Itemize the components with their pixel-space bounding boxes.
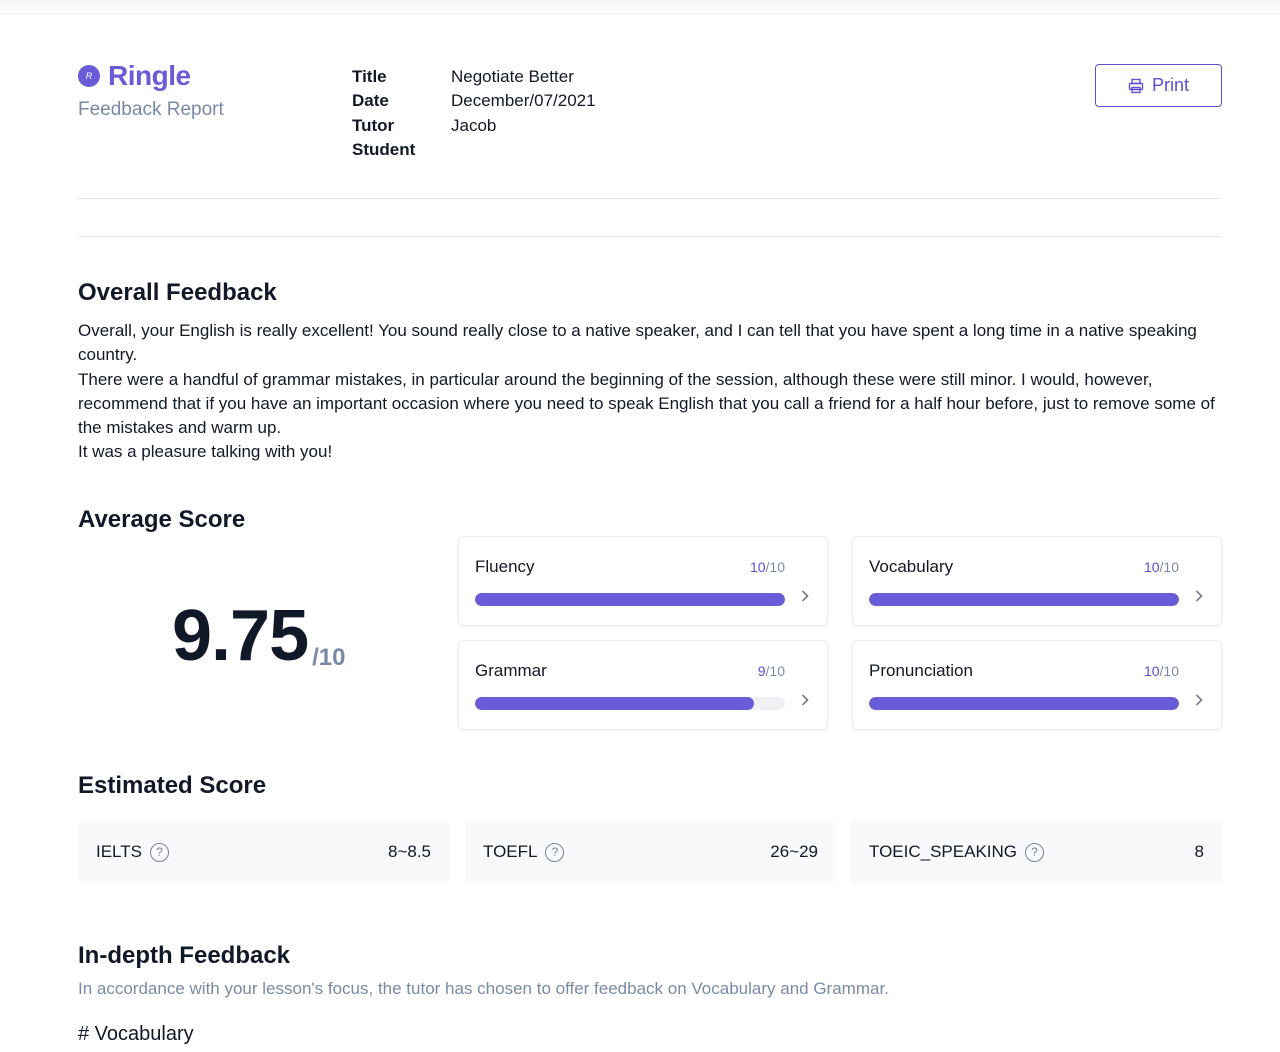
estimated-score-label: TOEIC_SPEAKING xyxy=(869,842,1018,861)
score-card-fluency[interactable]: Fluency 10/10 xyxy=(458,536,828,626)
meta-key: Date xyxy=(352,91,389,111)
estimated-score-title: Estimated Score xyxy=(78,772,267,799)
chevron-right-icon xyxy=(801,589,809,608)
indepth-feedback-subtitle: In accordance with your lesson's focus, … xyxy=(78,979,889,998)
printer-icon xyxy=(1128,78,1144,94)
ringle-logo: R Ringle xyxy=(78,60,191,92)
score-progress-fill xyxy=(869,697,1179,710)
meta-row-student: Student xyxy=(352,139,596,163)
average-score-value: 9.75 xyxy=(172,596,309,676)
lesson-meta: Title Negotiate Better Date December/07/… xyxy=(352,66,596,163)
meta-value: December/07/2021 xyxy=(451,91,596,111)
score-card-score: 10/10 xyxy=(1143,663,1179,679)
estimated-score-label: TOEFL xyxy=(483,842,538,861)
score-progress-track xyxy=(869,697,1179,710)
estimated-score-label: IELTS xyxy=(96,842,142,861)
score-card-label: Grammar xyxy=(475,661,547,680)
overall-feedback-title: Overall Feedback xyxy=(78,279,277,306)
score-card-label: Vocabulary xyxy=(869,557,954,576)
feedback-paragraph: It was a pleasure talking with you! xyxy=(78,442,333,462)
score-card-label: Pronunciation xyxy=(869,661,973,680)
print-label: Print xyxy=(1151,75,1189,95)
indepth-feedback-title: In-depth Feedback xyxy=(78,942,291,969)
score-progress-fill xyxy=(475,697,754,710)
score-card-pronunciation[interactable]: Pronunciation 10/10 xyxy=(852,640,1222,730)
meta-key: Tutor xyxy=(352,115,395,135)
overall-feedback-body: Overall, your English is really excellen… xyxy=(78,319,1228,465)
average-score-title: Average Score xyxy=(78,506,246,533)
brand-name: Ringle xyxy=(108,60,191,91)
meta-row-date: Date December/07/2021 xyxy=(352,90,596,114)
score-card-score: 9/10 xyxy=(757,663,785,679)
score-card-score: 10/10 xyxy=(1143,559,1179,575)
estimated-score-toefl: TOEFL? 26~29 xyxy=(465,821,836,883)
ringle-logo-icon: R xyxy=(78,65,100,87)
score-card-vocabulary[interactable]: Vocabulary 10/10 xyxy=(852,536,1222,626)
report-label: Feedback Report xyxy=(78,99,224,120)
estimated-score-value: 8 xyxy=(1194,842,1204,861)
meta-row-title: Title Negotiate Better xyxy=(352,66,596,90)
estimated-score-value: 8~8.5 xyxy=(387,842,431,861)
score-progress-track xyxy=(869,593,1179,606)
average-score-denominator: /10 xyxy=(312,644,346,671)
score-card-label: Fluency xyxy=(475,557,535,576)
score-progress-track xyxy=(475,593,785,606)
estimated-score-ielts: IELTS? 8~8.5 xyxy=(78,821,449,883)
score-progress-track xyxy=(475,697,785,710)
chevron-right-icon xyxy=(801,693,809,712)
divider xyxy=(78,236,1222,237)
meta-key: Title xyxy=(352,67,387,86)
top-bar-shadow xyxy=(0,0,1280,14)
chevron-right-icon xyxy=(1195,693,1203,712)
meta-value: Negotiate Better xyxy=(451,67,574,86)
divider xyxy=(78,198,1222,199)
feedback-paragraph: There were a handful of grammar mistakes… xyxy=(78,369,1215,438)
estimated-score-value: 26~29 xyxy=(770,842,818,861)
average-score-display: 9.75 /10 xyxy=(172,596,346,676)
meta-row-tutor: Tutor Jacob xyxy=(352,115,596,139)
score-card-grammar[interactable]: Grammar 9/10 xyxy=(458,640,828,730)
meta-key: Student xyxy=(352,139,416,159)
question-circle-icon[interactable]: ? xyxy=(1025,842,1045,862)
question-circle-icon[interactable]: ? xyxy=(545,842,565,862)
score-card-score: 10/10 xyxy=(749,559,785,575)
question-circle-icon[interactable]: ? xyxy=(149,842,169,862)
score-progress-fill xyxy=(475,593,785,606)
chevron-right-icon xyxy=(1195,589,1203,608)
score-progress-fill xyxy=(869,593,1179,606)
meta-value: Jacob xyxy=(451,115,497,135)
vocabulary-heading: # Vocabulary xyxy=(78,1023,194,1045)
estimated-score-toeic-speaking: TOEIC_SPEAKING? 8 xyxy=(851,821,1222,883)
print-button[interactable]: Print xyxy=(1095,64,1222,107)
feedback-paragraph: Overall, your English is really excellen… xyxy=(78,321,1197,365)
